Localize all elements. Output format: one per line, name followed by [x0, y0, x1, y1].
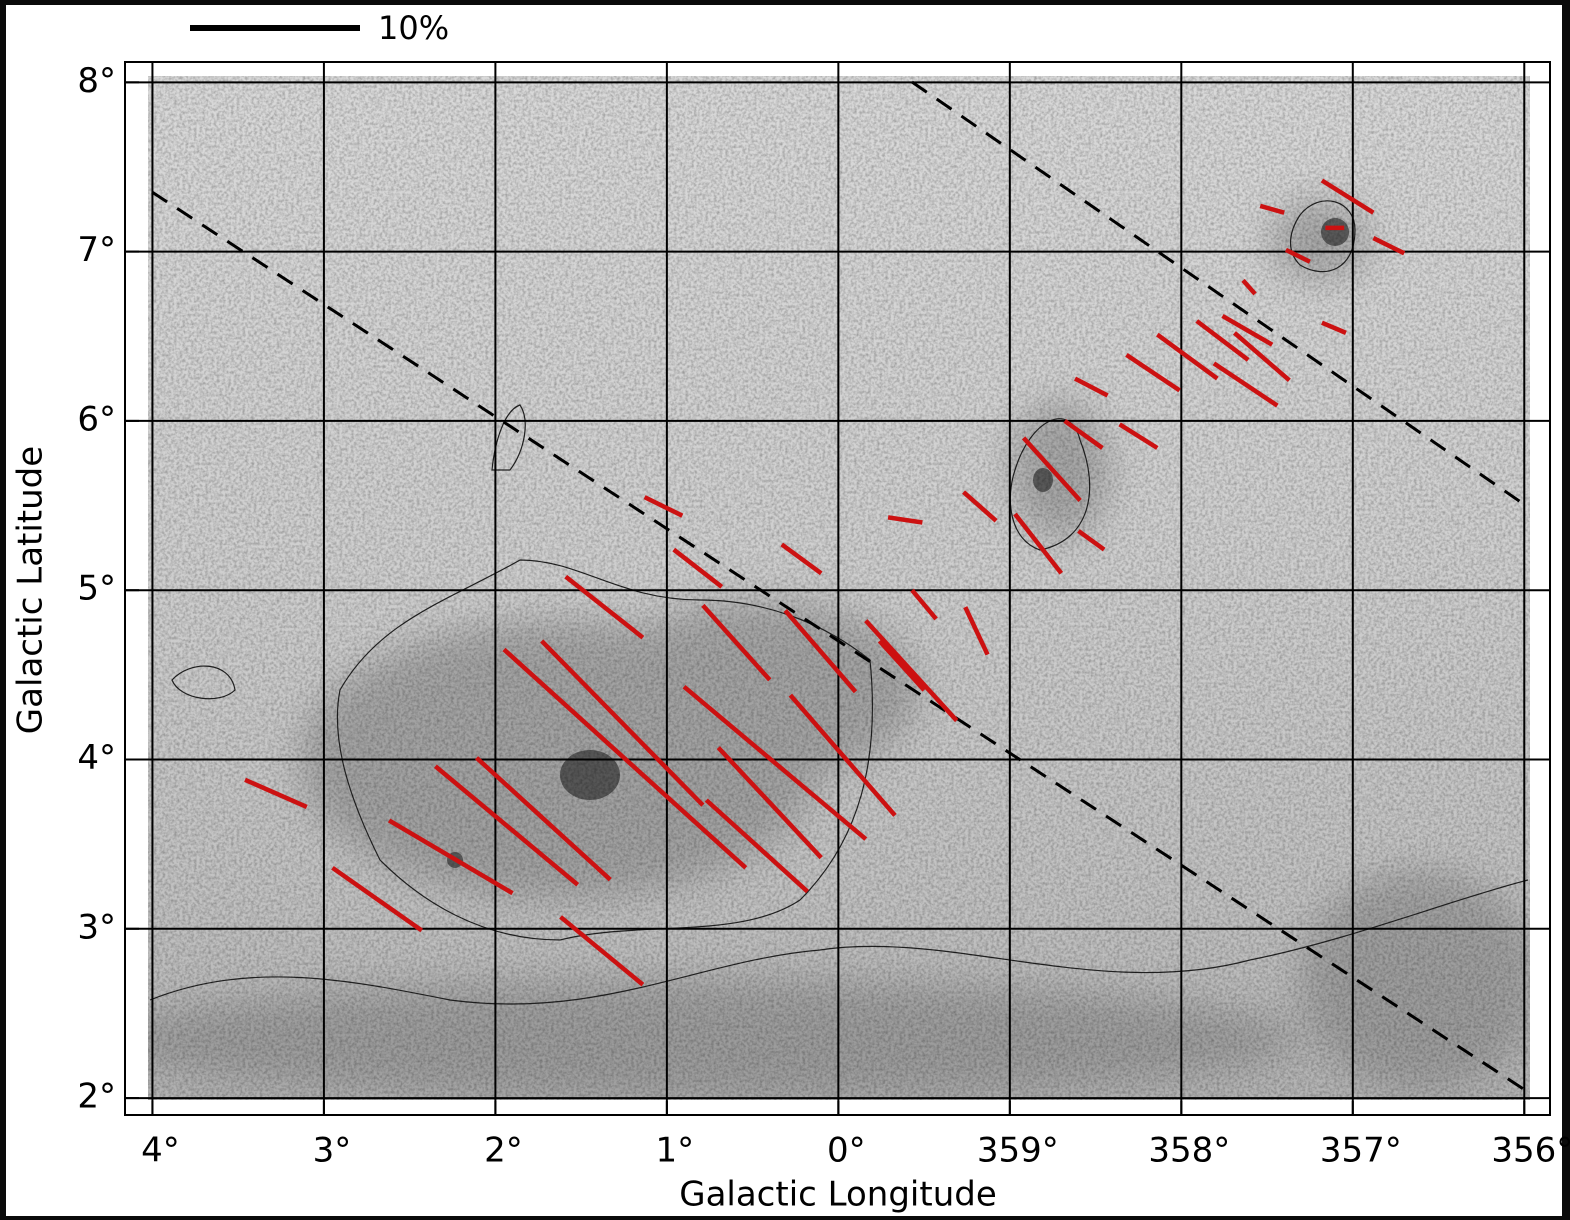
y-tick-label: 7° — [77, 230, 116, 270]
polarization-vector — [475, 756, 612, 882]
polarization-vector — [244, 777, 308, 809]
polarization-vector — [864, 619, 959, 723]
y-tick-label: 6° — [77, 399, 116, 439]
polarization-vector — [704, 798, 809, 894]
polarization-vector — [783, 609, 858, 694]
x-tick-label: 4° — [141, 1131, 180, 1171]
polarization-vector — [1212, 361, 1279, 408]
polarization-vector — [877, 639, 926, 692]
polarization-vector — [682, 684, 868, 841]
polarization-vector — [672, 547, 724, 589]
polarization-vector — [331, 865, 423, 933]
polarization-vector — [1063, 419, 1104, 450]
x-tick-label: 356° — [1491, 1131, 1570, 1171]
polarization-vector — [1221, 313, 1274, 347]
polarization-vector — [887, 515, 923, 525]
x-tick-label: 359° — [977, 1131, 1059, 1171]
polarization-vector — [788, 693, 897, 817]
polarization-vector — [1021, 436, 1082, 502]
y-tick-label: 4° — [77, 738, 116, 778]
x-tick-label: 2° — [484, 1131, 523, 1171]
polarization-vector — [1155, 332, 1219, 381]
polarization-vector — [1233, 331, 1291, 382]
polarization-vector — [716, 746, 823, 860]
polarization-vector — [559, 915, 645, 987]
y-tick-label: 8° — [77, 61, 116, 101]
polarization-vector — [1284, 247, 1311, 264]
polarization-vector — [540, 639, 705, 807]
polarization-vector — [701, 603, 772, 682]
sky-image — [148, 76, 1530, 1100]
polarization-vector — [910, 588, 938, 621]
polarization-vector — [1013, 512, 1064, 575]
x-tick-label: 0° — [827, 1131, 866, 1171]
x-tick-label: 1° — [656, 1131, 695, 1171]
scale-bar-label: 10% — [378, 9, 449, 47]
polarization-vector — [502, 647, 748, 870]
x-tick-label: 358° — [1148, 1131, 1230, 1171]
y-tick-label: 5° — [77, 569, 116, 609]
polarization-vector — [1259, 203, 1285, 215]
polarization-vector — [387, 818, 514, 896]
polarization-vector — [1320, 178, 1375, 215]
y-axis-label: Galactic Latitude — [11, 446, 51, 734]
polarization-vector — [433, 764, 580, 887]
polarization-vector — [1195, 319, 1250, 362]
polarization-vector — [643, 495, 684, 518]
x-axis-label: Galactic Longitude — [679, 1175, 997, 1215]
polarization-vector — [1118, 422, 1159, 450]
polarization-vector — [1073, 376, 1109, 398]
x-tick-label: 3° — [313, 1131, 352, 1171]
polarization-vector — [780, 542, 823, 576]
polarization-vector — [1241, 278, 1257, 296]
grid — [125, 62, 1550, 1115]
y-tick-label: 2° — [77, 1077, 116, 1117]
polarization-vector — [1321, 320, 1347, 335]
vectors — [244, 178, 1406, 987]
polarization-vector — [1372, 236, 1406, 256]
polarization-vector — [1077, 529, 1106, 552]
polarization-vector — [963, 606, 990, 656]
polarization-vector — [564, 574, 645, 640]
x-tick-label: 357° — [1320, 1131, 1402, 1171]
polarization-vector — [962, 490, 998, 523]
frame — [124, 61, 1551, 1116]
polarization-vector — [1125, 353, 1181, 393]
y-tick-label: 3° — [77, 907, 116, 947]
